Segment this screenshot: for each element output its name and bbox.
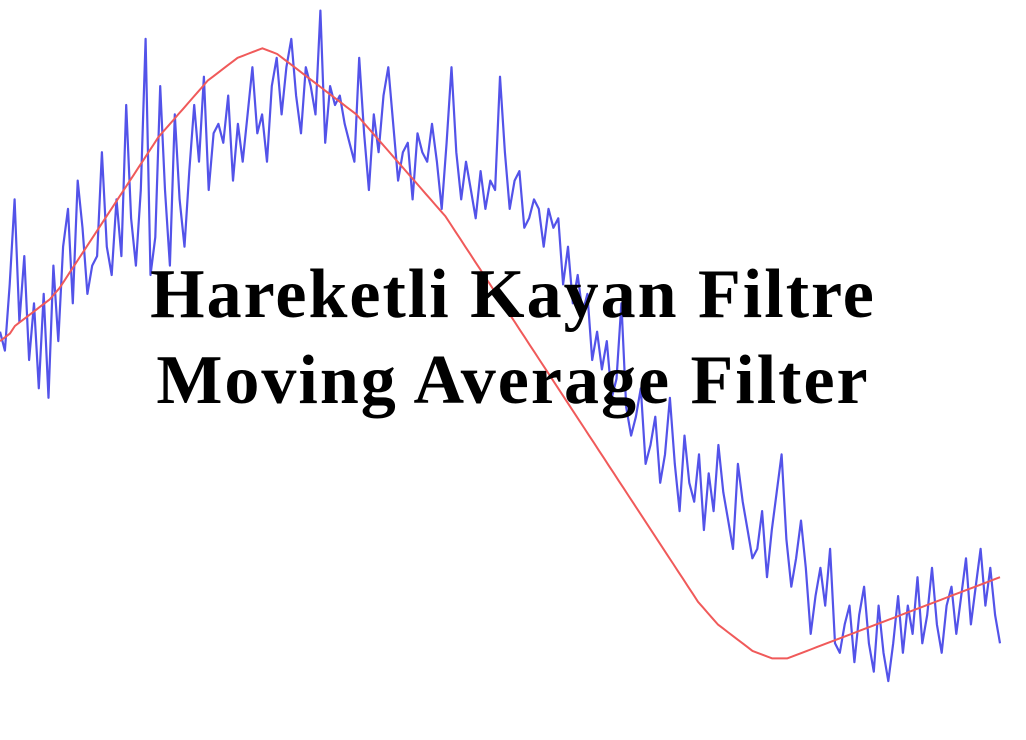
series-line-smoothed — [0, 47, 1001, 660]
series-layer — [0, 9, 1002, 683]
series-line-noisy — [0, 9, 1002, 683]
